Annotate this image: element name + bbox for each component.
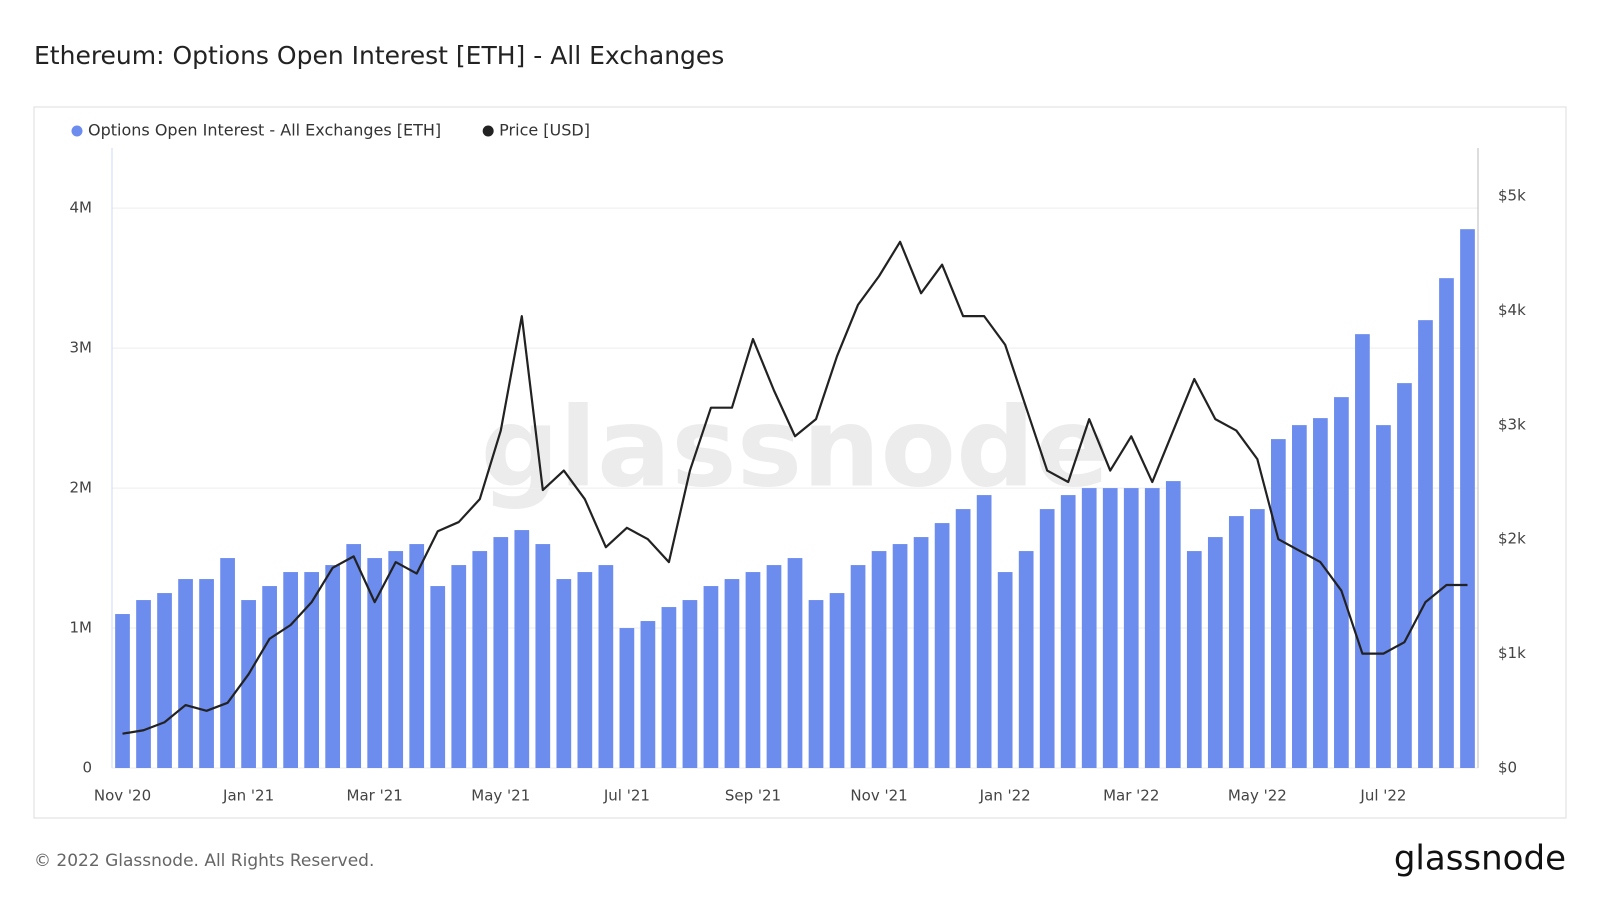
bar (136, 600, 151, 768)
x-tick-label: Jan '21 (222, 787, 274, 805)
x-tick-label: Mar '22 (1103, 787, 1159, 805)
footer: © 2022 Glassnode. All Rights Reserved. (34, 851, 374, 871)
bar (1355, 334, 1370, 768)
x-tick-label: Sep '21 (725, 787, 781, 805)
bar (1102, 488, 1118, 768)
bar (661, 607, 677, 768)
x-tick-label: Jan '22 (979, 787, 1031, 805)
bar (493, 537, 509, 768)
y2-tick-label: $4k (1498, 301, 1526, 319)
y2-tick-label: $3k (1498, 415, 1526, 433)
x-tick-label: Nov '20 (94, 787, 151, 805)
price-line (122, 240, 1468, 735)
x-tick-label: Jul '22 (1359, 787, 1406, 805)
legend-label: Price [USD] (499, 121, 590, 140)
bar (1418, 320, 1433, 768)
bar (829, 593, 845, 768)
chart-frame (33, 106, 1567, 819)
bar (1060, 495, 1076, 768)
y2-tick-label: $5k (1498, 187, 1526, 205)
y2-tick-label: $2k (1498, 530, 1526, 548)
legend-marker (482, 125, 494, 137)
bar (1292, 425, 1307, 768)
bar (283, 572, 298, 768)
bar (1334, 397, 1349, 768)
chart-title: Ethereum: Options Open Interest [ETH] - … (34, 41, 724, 70)
y-tick-label: 0 (82, 759, 92, 777)
bar (934, 523, 950, 768)
bar (1228, 516, 1244, 768)
bar (1165, 481, 1181, 768)
bar (1123, 488, 1139, 768)
x-tick-label: Mar '21 (347, 787, 403, 805)
bar (346, 544, 362, 768)
bar (304, 572, 320, 768)
bar (913, 537, 929, 768)
bar (598, 565, 614, 768)
bar (808, 600, 824, 768)
y-tick-label: 3M (70, 339, 93, 357)
bar (115, 614, 130, 768)
x-tick-label: Nov '21 (850, 787, 907, 805)
bar (556, 579, 572, 768)
bar (430, 586, 446, 768)
bar (745, 572, 761, 768)
bar (1397, 383, 1412, 768)
bar (262, 586, 277, 768)
bar (178, 579, 193, 768)
bar (640, 621, 656, 768)
bar (1144, 488, 1160, 768)
bar (325, 565, 341, 768)
bar (976, 495, 992, 768)
bar (514, 530, 530, 768)
bar (766, 565, 782, 768)
bar (997, 572, 1013, 768)
bar (1270, 439, 1286, 768)
bar (472, 551, 488, 768)
bar (451, 565, 467, 768)
brand-logo: glassnode (1394, 839, 1566, 879)
bar (1439, 278, 1454, 768)
bar (535, 544, 551, 768)
bar (157, 593, 172, 768)
bar (1081, 488, 1097, 768)
bar (682, 600, 698, 768)
bar (577, 572, 593, 768)
bar (850, 565, 866, 768)
bar (619, 628, 635, 768)
y-tick-label: 1M (70, 619, 93, 637)
y-tick-label: 2M (70, 479, 93, 497)
bar (892, 544, 908, 768)
bar (787, 558, 803, 768)
x-tick-label: May '22 (1228, 787, 1287, 805)
bar (871, 551, 887, 768)
bar (367, 558, 383, 768)
legend-marker (71, 125, 83, 137)
bar (1376, 425, 1391, 768)
bar (199, 579, 214, 768)
bar (409, 544, 425, 768)
bar (1249, 509, 1265, 768)
y2-tick-label: $0 (1498, 759, 1517, 777)
bar (724, 579, 740, 768)
y2-tick-label: $1k (1498, 644, 1526, 662)
x-tick-label: May '21 (471, 787, 530, 805)
bar (1313, 418, 1328, 768)
x-tick-label: Jul '21 (603, 787, 650, 805)
bar (1039, 509, 1055, 768)
y-tick-label: 4M (70, 199, 93, 217)
bar (1018, 551, 1034, 768)
bar (220, 558, 235, 768)
bar (1207, 537, 1223, 768)
bar (1186, 551, 1202, 768)
bar (955, 509, 971, 768)
watermark: glassnode (481, 383, 1110, 511)
bar (388, 551, 404, 768)
legend-label: Options Open Interest - All Exchanges [E… (88, 121, 441, 140)
bar (703, 586, 719, 768)
bar (1460, 229, 1475, 768)
bar (241, 600, 256, 768)
